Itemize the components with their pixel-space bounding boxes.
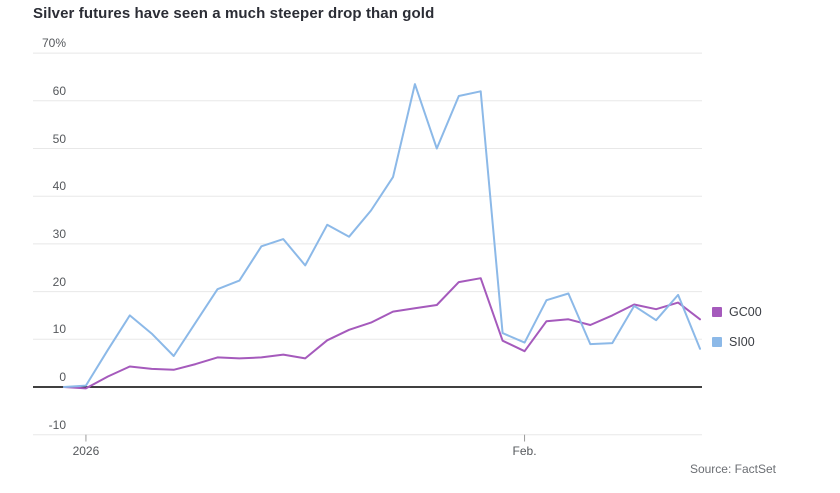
legend-item-si00: SI00	[712, 335, 755, 349]
y-axis-label-0: 0	[59, 370, 66, 384]
legend-swatch-si00	[712, 337, 722, 347]
y-axis-label-70: 70%	[41, 36, 66, 51]
y-axis-label--10: -10	[48, 417, 66, 432]
y-axis-label-60: 60	[52, 83, 66, 98]
legend-label-gc00: GC00	[729, 305, 762, 319]
x-axis-label-2026: 2026	[72, 444, 100, 458]
chart-title: Silver futures have seen a much steeper …	[33, 5, 435, 22]
y-axis-label-50: 50	[52, 131, 66, 146]
y-axis-label-20: 20	[52, 274, 66, 289]
series-line-si00	[63, 83, 701, 388]
series-line-gc00	[63, 277, 701, 390]
y-axis-label-30: 30	[52, 226, 66, 241]
y-axis-label-40: 40	[52, 179, 66, 194]
legend-swatch-gc00	[712, 307, 722, 317]
x-axis-label-Feb: Feb.	[512, 444, 537, 458]
chart-legend: GC00 SI00	[712, 0, 832, 493]
legend-item-gc00: GC00	[712, 305, 762, 319]
source-credit: Source: FactSet	[689, 462, 776, 476]
legend-label-si00: SI00	[729, 335, 755, 349]
y-axis-label-10: 10	[52, 322, 66, 337]
